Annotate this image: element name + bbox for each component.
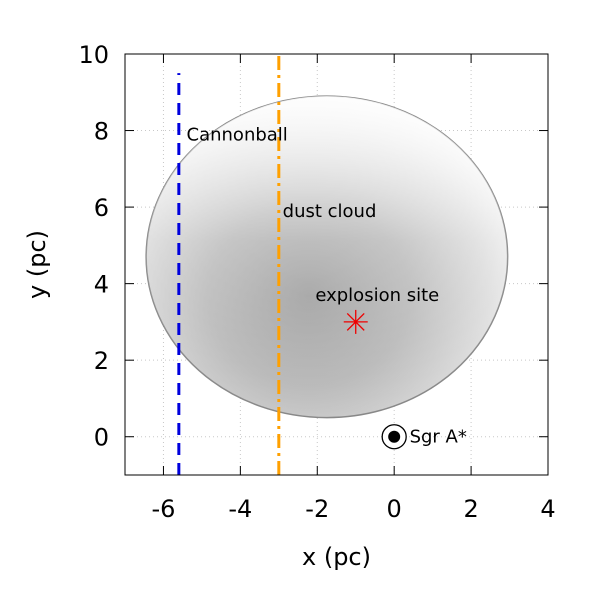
x-tick-label: 0 [387, 495, 402, 523]
x-tick-label: -4 [228, 495, 252, 523]
sgr-a-dot [388, 430, 401, 443]
y-tick-label: 10 [78, 41, 109, 69]
asterisk-stroke [346, 312, 365, 331]
series-label-1: Cannonball [187, 124, 288, 145]
plot-frame [124, 53, 549, 476]
dust-cloud-highlight [146, 96, 508, 418]
x-axis-label: x (pc) [302, 543, 371, 571]
explosion-site-marker [343, 309, 368, 334]
y-tick-label: 2 [94, 347, 109, 375]
labels: dust cloud Cannonball explosion site Sgr A*… [78, 41, 555, 523]
x-tick-label: 4 [540, 495, 555, 523]
data-layer [145, 54, 509, 475]
y-tick-label: 4 [94, 271, 109, 299]
series-label-4: Sgr A* [410, 427, 467, 448]
x-tick-label: -2 [305, 495, 329, 523]
series-label-0: dust cloud [283, 201, 377, 222]
y-tick-label: 8 [94, 118, 109, 146]
sgr-a-marker [381, 424, 407, 450]
y-axis-label: y (pc) [23, 230, 51, 299]
x-tick-label: -6 [151, 495, 175, 523]
series-label-3: explosion site [315, 285, 439, 306]
axes-frame [124, 53, 549, 476]
y-tick-label: 0 [94, 424, 109, 452]
x-tick-label: 2 [463, 495, 478, 523]
y-tick-label: 6 [94, 194, 109, 222]
